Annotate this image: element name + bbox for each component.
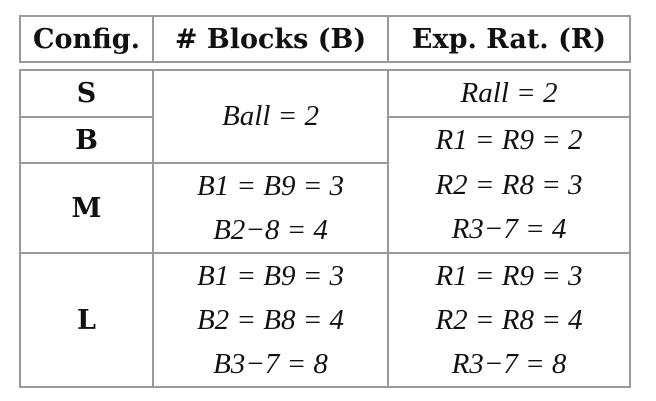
row-label-l: L <box>77 304 96 336</box>
row-label-m: M <box>71 192 102 224</box>
blocks-m-line-1: B1 = B9 = 3 <box>196 169 345 202</box>
ratio-b: R1 = R9 = 2 <box>435 123 583 156</box>
header-divider-1 <box>152 15 154 63</box>
header-ratio: Exp. Rat. (R) <box>411 23 607 55</box>
blocks-m-line-2: B2−8 = 4 <box>213 213 328 246</box>
blocks-l-line-3: B3−7 = 8 <box>213 347 328 380</box>
body-divider-1 <box>152 69 154 388</box>
body-top-border <box>19 69 631 71</box>
rule-b-m <box>19 162 389 164</box>
header-blocks: # Blocks (B) <box>174 23 367 55</box>
body-bottom-border <box>19 386 631 388</box>
body-right-border <box>629 69 631 388</box>
ratio-l-line-2: R2 = R8 = 4 <box>435 303 583 336</box>
header-top-border <box>19 15 631 17</box>
ratio-l-line-1: R1 = R9 = 3 <box>435 259 583 292</box>
ratio-l-line-3: R3−7 = 8 <box>451 347 567 380</box>
ratio-l: R1 = R9 = 3 R2 = R8 = 4 R3−7 = 8 <box>389 254 629 386</box>
ratio-m: . R2 = R8 = 3 R3−7 = 4 <box>389 118 629 252</box>
blocks-l-line-2: B2 = B8 = 4 <box>196 303 345 336</box>
ratio-s: Rall = 2 <box>460 77 558 109</box>
row-label-s: S <box>76 78 97 109</box>
header-bottom-border <box>19 61 631 63</box>
blocks-l-line-1: B1 = B9 = 3 <box>196 259 345 292</box>
blocks-s-b: Ball = 2 <box>222 100 319 132</box>
blocks-l: B1 = B9 = 3 B2 = B8 = 4 B3−7 = 8 <box>154 254 387 386</box>
ratio-m-line-2: R3−7 = 4 <box>451 213 567 246</box>
header-left-border <box>19 15 21 63</box>
ratio-m-line-1: R2 = R8 = 3 <box>435 168 583 201</box>
rule-s-b-config <box>19 116 154 118</box>
row-label-b: B <box>75 124 98 156</box>
rule-m-l <box>19 252 631 254</box>
header-divider-2 <box>387 15 389 63</box>
header-right-border <box>629 15 631 63</box>
body-left-border <box>19 69 21 388</box>
body-divider-2 <box>387 69 389 388</box>
rule-s-b-ratio <box>387 116 631 118</box>
header-config: Config. <box>32 23 141 55</box>
blocks-m: B1 = B9 = 3 B2−8 = 4 <box>154 164 387 252</box>
